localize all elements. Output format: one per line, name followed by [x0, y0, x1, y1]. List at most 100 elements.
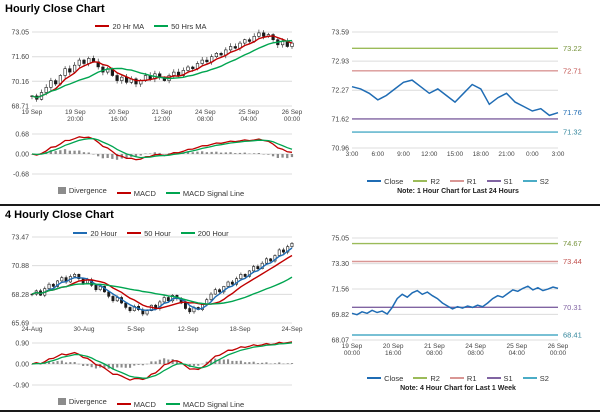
x-tick-label: 18:00	[473, 151, 490, 158]
legend-label: S2	[539, 176, 549, 186]
divergence-bar	[201, 363, 204, 365]
legend-item: R1	[449, 176, 477, 186]
divergence-bar	[144, 153, 147, 154]
y-tick-label: 75.05	[331, 236, 349, 243]
x-tick-label: 26 Sep	[282, 109, 303, 116]
legend-item: MACD	[116, 189, 156, 198]
x-tick-label: 30-Aug	[74, 326, 95, 333]
divergence-bar	[265, 362, 268, 364]
y-tick-label: 71.62	[331, 116, 349, 123]
hourly-pivot-legend: Close R2 R1 S1 S2	[316, 169, 600, 187]
y-tick-label: 72.93	[331, 59, 349, 66]
divergence-bar	[281, 154, 284, 158]
ma-line	[31, 276, 293, 305]
x-tick-label: 08:00	[467, 350, 484, 357]
legend-swatch-icon	[180, 232, 195, 234]
legend-label: MACD Signal Line	[182, 399, 245, 409]
legend-swatch-icon	[116, 403, 131, 405]
x-tick-label: 15:00	[447, 151, 464, 158]
x-tick-label: 00:00	[550, 350, 567, 357]
legend-item: S1	[486, 374, 513, 383]
x-tick-label: 08:00	[426, 350, 443, 357]
divergence-bar	[73, 362, 76, 364]
legend-label: 50 Hour	[144, 228, 171, 238]
legend-swatch-icon	[165, 192, 180, 194]
legend-swatch-icon	[127, 232, 142, 234]
legend-swatch-icon	[486, 377, 501, 379]
level-value-label: 74.67	[563, 239, 582, 248]
macd-line	[31, 341, 293, 381]
x-tick-label: 19 Sep	[65, 109, 86, 116]
close-line	[351, 79, 559, 117]
x-tick-label: 25 Sep	[238, 109, 259, 116]
legend-label: R1	[466, 176, 477, 186]
divergence-bar	[60, 360, 63, 364]
bottom-divider	[0, 410, 600, 412]
divergence-bar	[97, 154, 100, 157]
legend-item: R2	[413, 177, 440, 186]
x-tick-label: 20:00	[67, 116, 84, 123]
y-tick-label: -0.90	[13, 383, 29, 390]
divergence-bar	[63, 149, 67, 154]
x-tick-label: 3:00	[552, 151, 565, 158]
divergence-bar	[239, 360, 242, 364]
divergence-bar	[82, 364, 85, 366]
divergence-bar	[101, 154, 104, 159]
divergence-bar	[201, 151, 204, 154]
level-value-label: 72.71	[563, 66, 582, 75]
x-tick-label: 21:00	[498, 151, 515, 158]
divergence-bar	[205, 361, 208, 364]
divergence-bar	[129, 364, 132, 368]
divergence-bar	[205, 152, 208, 154]
divergence-bar	[78, 150, 81, 154]
x-tick-label: 19 Sep	[22, 109, 43, 116]
legend-item: 20 Hour	[73, 229, 117, 238]
divergence-bar	[215, 151, 218, 154]
y-tick-label: 68.71	[11, 104, 29, 111]
ma-line	[31, 254, 293, 310]
legend-item: MACD Signal Line	[165, 189, 244, 198]
y-tick-label: 73.30	[331, 261, 349, 268]
hourly-ma-legend: 20 Hr MA 50 Hrs MA	[2, 14, 300, 32]
divergence-bar	[219, 152, 223, 154]
divergence-bar	[94, 364, 97, 369]
fourhourly-macd-chart: 0.90 0.00 -0.90	[13, 341, 294, 390]
legend-swatch-icon	[57, 398, 66, 405]
legend-swatch-icon	[413, 377, 428, 379]
divergence-bar	[197, 364, 200, 366]
legend-item: MACD Signal Line	[165, 399, 245, 409]
section-divider	[0, 204, 600, 206]
x-tick-label: 12:00	[154, 116, 171, 123]
divergence-bar	[186, 151, 190, 154]
fourhourly-ma-legend: 20 Hour 50 Hour 200 Hour	[2, 221, 300, 239]
x-tick-label: 20 Sep	[108, 109, 129, 116]
legend-label: 20 Hr MA	[112, 21, 145, 31]
divergence-bar	[125, 154, 128, 159]
x-tick-label: 24-Aug	[22, 326, 43, 333]
divergence-bar	[139, 154, 142, 156]
x-tick-label: 00:00	[284, 116, 301, 123]
x-tick-label: 16:00	[111, 116, 128, 123]
divergence-bar	[256, 363, 259, 364]
weekly-pivot-note: Note: 4 Hour Chart for Last 1 Week	[400, 385, 516, 392]
divergence-bar	[86, 364, 89, 366]
divergence-bar	[153, 152, 156, 154]
divergence-bar	[48, 361, 51, 364]
x-tick-label: 26 Sep	[548, 343, 569, 350]
divergence-bar	[167, 153, 171, 154]
y-tick-label: -0.68	[13, 172, 29, 179]
section-title-4hourly: 4 Hourly Close Chart	[5, 209, 114, 221]
divergence-bar	[77, 363, 80, 365]
divergence-bar	[146, 363, 149, 365]
divergence-bar	[111, 154, 114, 159]
legend-item: 20 Hr MA	[95, 22, 144, 31]
divergence-bar	[175, 360, 178, 364]
legend-swatch-icon	[522, 180, 537, 182]
divergence-bar	[191, 152, 194, 154]
legend-label: 200 Hour	[197, 228, 229, 238]
macd-signal-line	[31, 138, 293, 159]
y-tick-label: 0.00	[15, 152, 29, 159]
